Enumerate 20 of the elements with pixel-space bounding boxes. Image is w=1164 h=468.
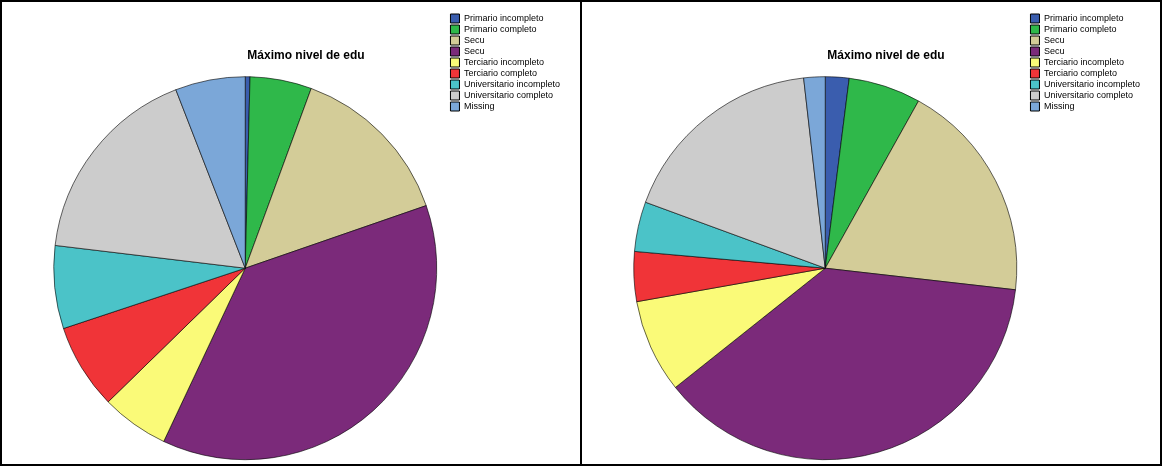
legend-label: Primario incompleto (1043, 12, 1124, 23)
legend-label: Primario incompleto (463, 12, 544, 23)
legend-label: Primario completo (463, 23, 537, 34)
legend-label: Universitario completo (1043, 89, 1134, 100)
legend-label: Universitario incompleto (463, 78, 561, 89)
legend-label: Universitario incompleto (1043, 78, 1141, 89)
legend-label: Terciario completo (463, 67, 537, 78)
legend-label: Secu (463, 34, 485, 45)
legend-label: Secu (1043, 34, 1065, 45)
legend-label: Terciario completo (1043, 67, 1117, 78)
text: Máximo nivel de edu (247, 47, 365, 62)
legend-label: Primario completo (1043, 23, 1117, 34)
text: Máximo nivel de edu (827, 47, 945, 62)
legend-label: Missing (1043, 100, 1075, 111)
legend-label: Terciario incompleto (1043, 56, 1125, 67)
legend-label: Terciario incompleto (463, 56, 545, 67)
legend-label: Secu (1043, 45, 1065, 56)
legend-label: Missing (463, 100, 495, 111)
legend-label: Universitario completo (463, 89, 554, 100)
legend-label: Secu (463, 45, 485, 56)
